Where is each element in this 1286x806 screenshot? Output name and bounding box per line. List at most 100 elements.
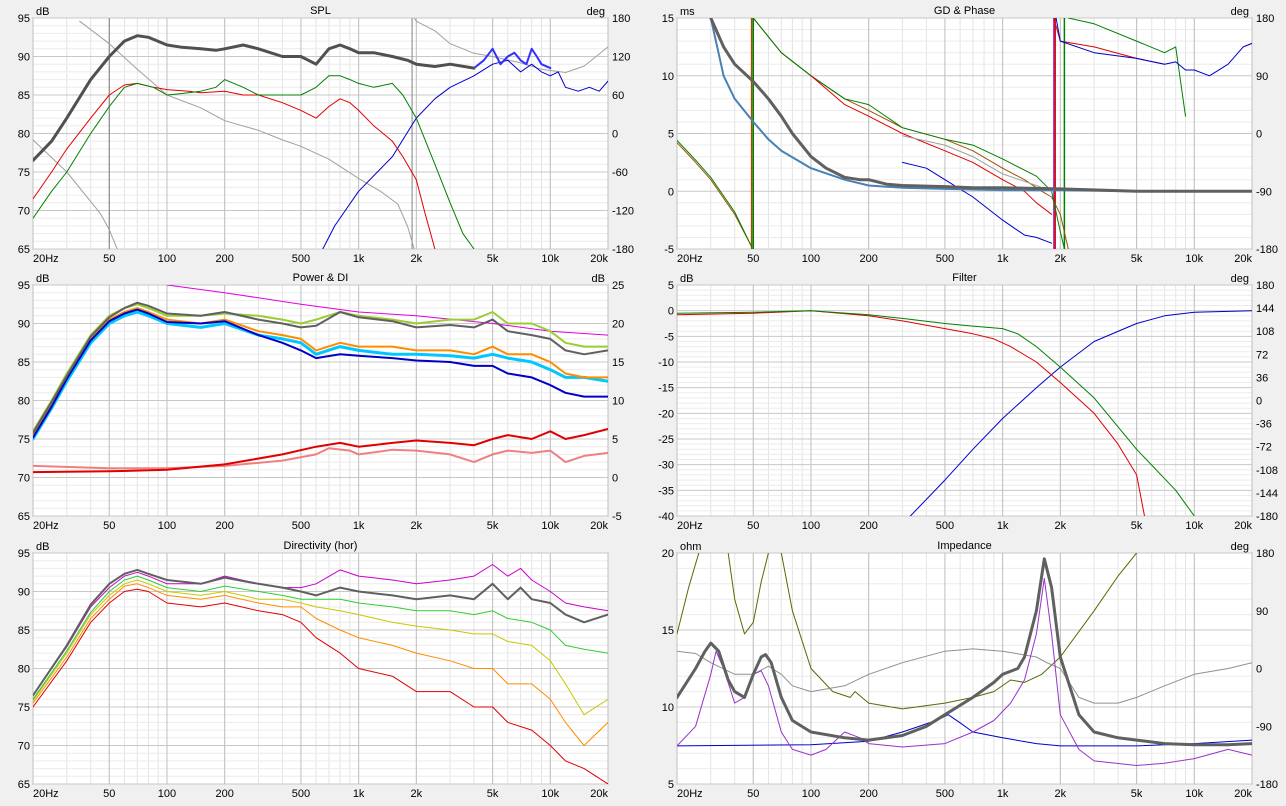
x-tick-label: 20k (590, 520, 608, 532)
x-tick-label: 100 (158, 520, 176, 532)
y-tick-label: 5 (668, 280, 674, 292)
x-tick-label: 5k (1131, 520, 1143, 532)
x-tick-label: 1k (353, 788, 365, 800)
y2-tick-label: 0 (1256, 664, 1262, 676)
y2-tick-label: -144 (1256, 488, 1278, 500)
series-line-2 (413, 18, 608, 73)
y-tick-label: 90 (18, 319, 30, 331)
y-tick-label: -30 (658, 460, 674, 472)
y2-tick-label: 0 (612, 129, 618, 141)
series-line-4 (810, 75, 1053, 215)
x-tick-label: 20k (1234, 253, 1252, 265)
y-tick-label: 5 (668, 779, 674, 791)
y2-tick-label: -60 (612, 167, 628, 179)
y-tick-label: 95 (18, 13, 30, 25)
y2-tick-label: -180 (1256, 511, 1278, 523)
x-tick-label: 500 (292, 788, 310, 800)
y2-tick-label: -90 (1256, 721, 1272, 733)
y-tick-label: 90 (18, 587, 30, 599)
y-tick-label: -35 (658, 485, 674, 497)
x-tick-label: 10k (541, 520, 559, 532)
chart-dir: 20Hz 50 100 200 500 1k 2k 5k 10k 20k 65 70 75 80 85 90 9… (18, 540, 609, 800)
x-tick-label: 2k (411, 253, 423, 265)
y2-axis-label: deg (1231, 6, 1249, 18)
series-group (677, 18, 1252, 249)
y2-tick-label: 0 (1256, 396, 1262, 408)
y2-tick-label: 144 (1256, 303, 1274, 315)
chart-gd: 20Hz 50 100 200 500 1k 2k 5k 10k 20k -5 0 5 10 15 -180 -… (662, 5, 1278, 265)
x-tick-label: 200 (215, 253, 233, 265)
y-tick-label: 10 (662, 702, 674, 714)
x-tick-label: 10k (1185, 253, 1203, 265)
y2-tick-label: 0 (1256, 129, 1262, 141)
chart-title: Impedance (937, 540, 991, 552)
y-tick-label: 15 (662, 13, 674, 25)
y-axis-label: dB (36, 273, 49, 285)
y-tick-label: 65 (18, 511, 30, 523)
x-tick-label: 200 (859, 253, 877, 265)
y-tick-label: 85 (18, 625, 30, 637)
y2-tick-label: 72 (1256, 349, 1268, 361)
series-line-1 (79, 20, 415, 249)
chart-title: Filter (952, 272, 977, 284)
y2-tick-label: 60 (612, 90, 624, 102)
y-tick-label: -5 (664, 331, 674, 343)
series-line-2 (33, 579, 608, 716)
x-tick-label: 50 (747, 253, 759, 265)
x-tick-label: 20Hz (33, 253, 59, 265)
y-tick-label: 70 (18, 206, 30, 218)
x-tick-label: 20Hz (33, 520, 59, 532)
y-tick-label: 85 (18, 357, 30, 369)
series-line-7 (33, 301, 608, 434)
y2-tick-label: 10 (612, 396, 624, 408)
series-line-0 (33, 588, 608, 784)
series-line-0 (166, 285, 608, 336)
series-line-9 (1055, 18, 1252, 77)
y2-tick-label: 90 (1256, 606, 1268, 618)
series-line-4 (33, 564, 608, 696)
y2-tick-label: -120 (612, 206, 634, 218)
series-line-2 (780, 553, 1138, 710)
x-tick-label: 20Hz (677, 520, 703, 532)
series-line-4 (473, 47, 552, 70)
x-tick-label: 50 (747, 520, 759, 532)
y2-tick-label: 180 (1256, 280, 1274, 292)
x-tick-label: 1k (997, 253, 1009, 265)
y2-tick-label: -180 (612, 244, 634, 256)
y-tick-label: 80 (18, 129, 30, 141)
x-tick-label: 200 (859, 520, 877, 532)
y-tick-label: 85 (18, 90, 30, 102)
x-tick-label: 10k (541, 253, 559, 265)
y-tick-label: -10 (658, 357, 674, 369)
series-line-6 (901, 135, 1053, 192)
chart-spl: 20Hz 50 100 200 500 1k 2k 5k 10k 20k 65 70 75 80 85 90 9… (18, 5, 634, 265)
y-tick-label: 0 (668, 306, 674, 318)
x-tick-label: 2k (1055, 253, 1067, 265)
series-line-10 (709, 18, 1252, 193)
y-tick-label: 75 (18, 167, 30, 179)
x-tick-label: 10k (541, 788, 559, 800)
x-tick-label: 1k (353, 520, 365, 532)
x-tick-label: 1k (997, 788, 1009, 800)
x-tick-label: 100 (802, 520, 820, 532)
y2-tick-label: 15 (612, 357, 624, 369)
y-axis-label: dB (36, 6, 49, 18)
x-tick-label: 200 (215, 520, 233, 532)
series-line-3 (322, 59, 608, 249)
y-tick-label: 65 (18, 244, 30, 256)
chart-filter: 20Hz 50 100 200 500 1k 2k 5k 10k 20k-40-35-30-25-… (658, 272, 1278, 532)
y2-tick-label: -108 (1256, 465, 1278, 477)
y2-tick-label: -180 (1256, 779, 1278, 791)
x-tick-label: 100 (802, 253, 820, 265)
x-tick-label: 100 (158, 788, 176, 800)
series-line-4 (33, 307, 608, 437)
y2-tick-label: 36 (1256, 372, 1268, 384)
y2-tick-label: -90 (1256, 186, 1272, 198)
series-line-2 (677, 310, 1195, 516)
series-line-11 (709, 18, 1252, 193)
x-tick-label: 50 (747, 788, 759, 800)
chart-imp: 20Hz 50 100 200 500 1k 2k 5k 10k 20k 5 10 15 20 -180 -9… (662, 540, 1278, 800)
x-tick-label: 5k (487, 520, 499, 532)
